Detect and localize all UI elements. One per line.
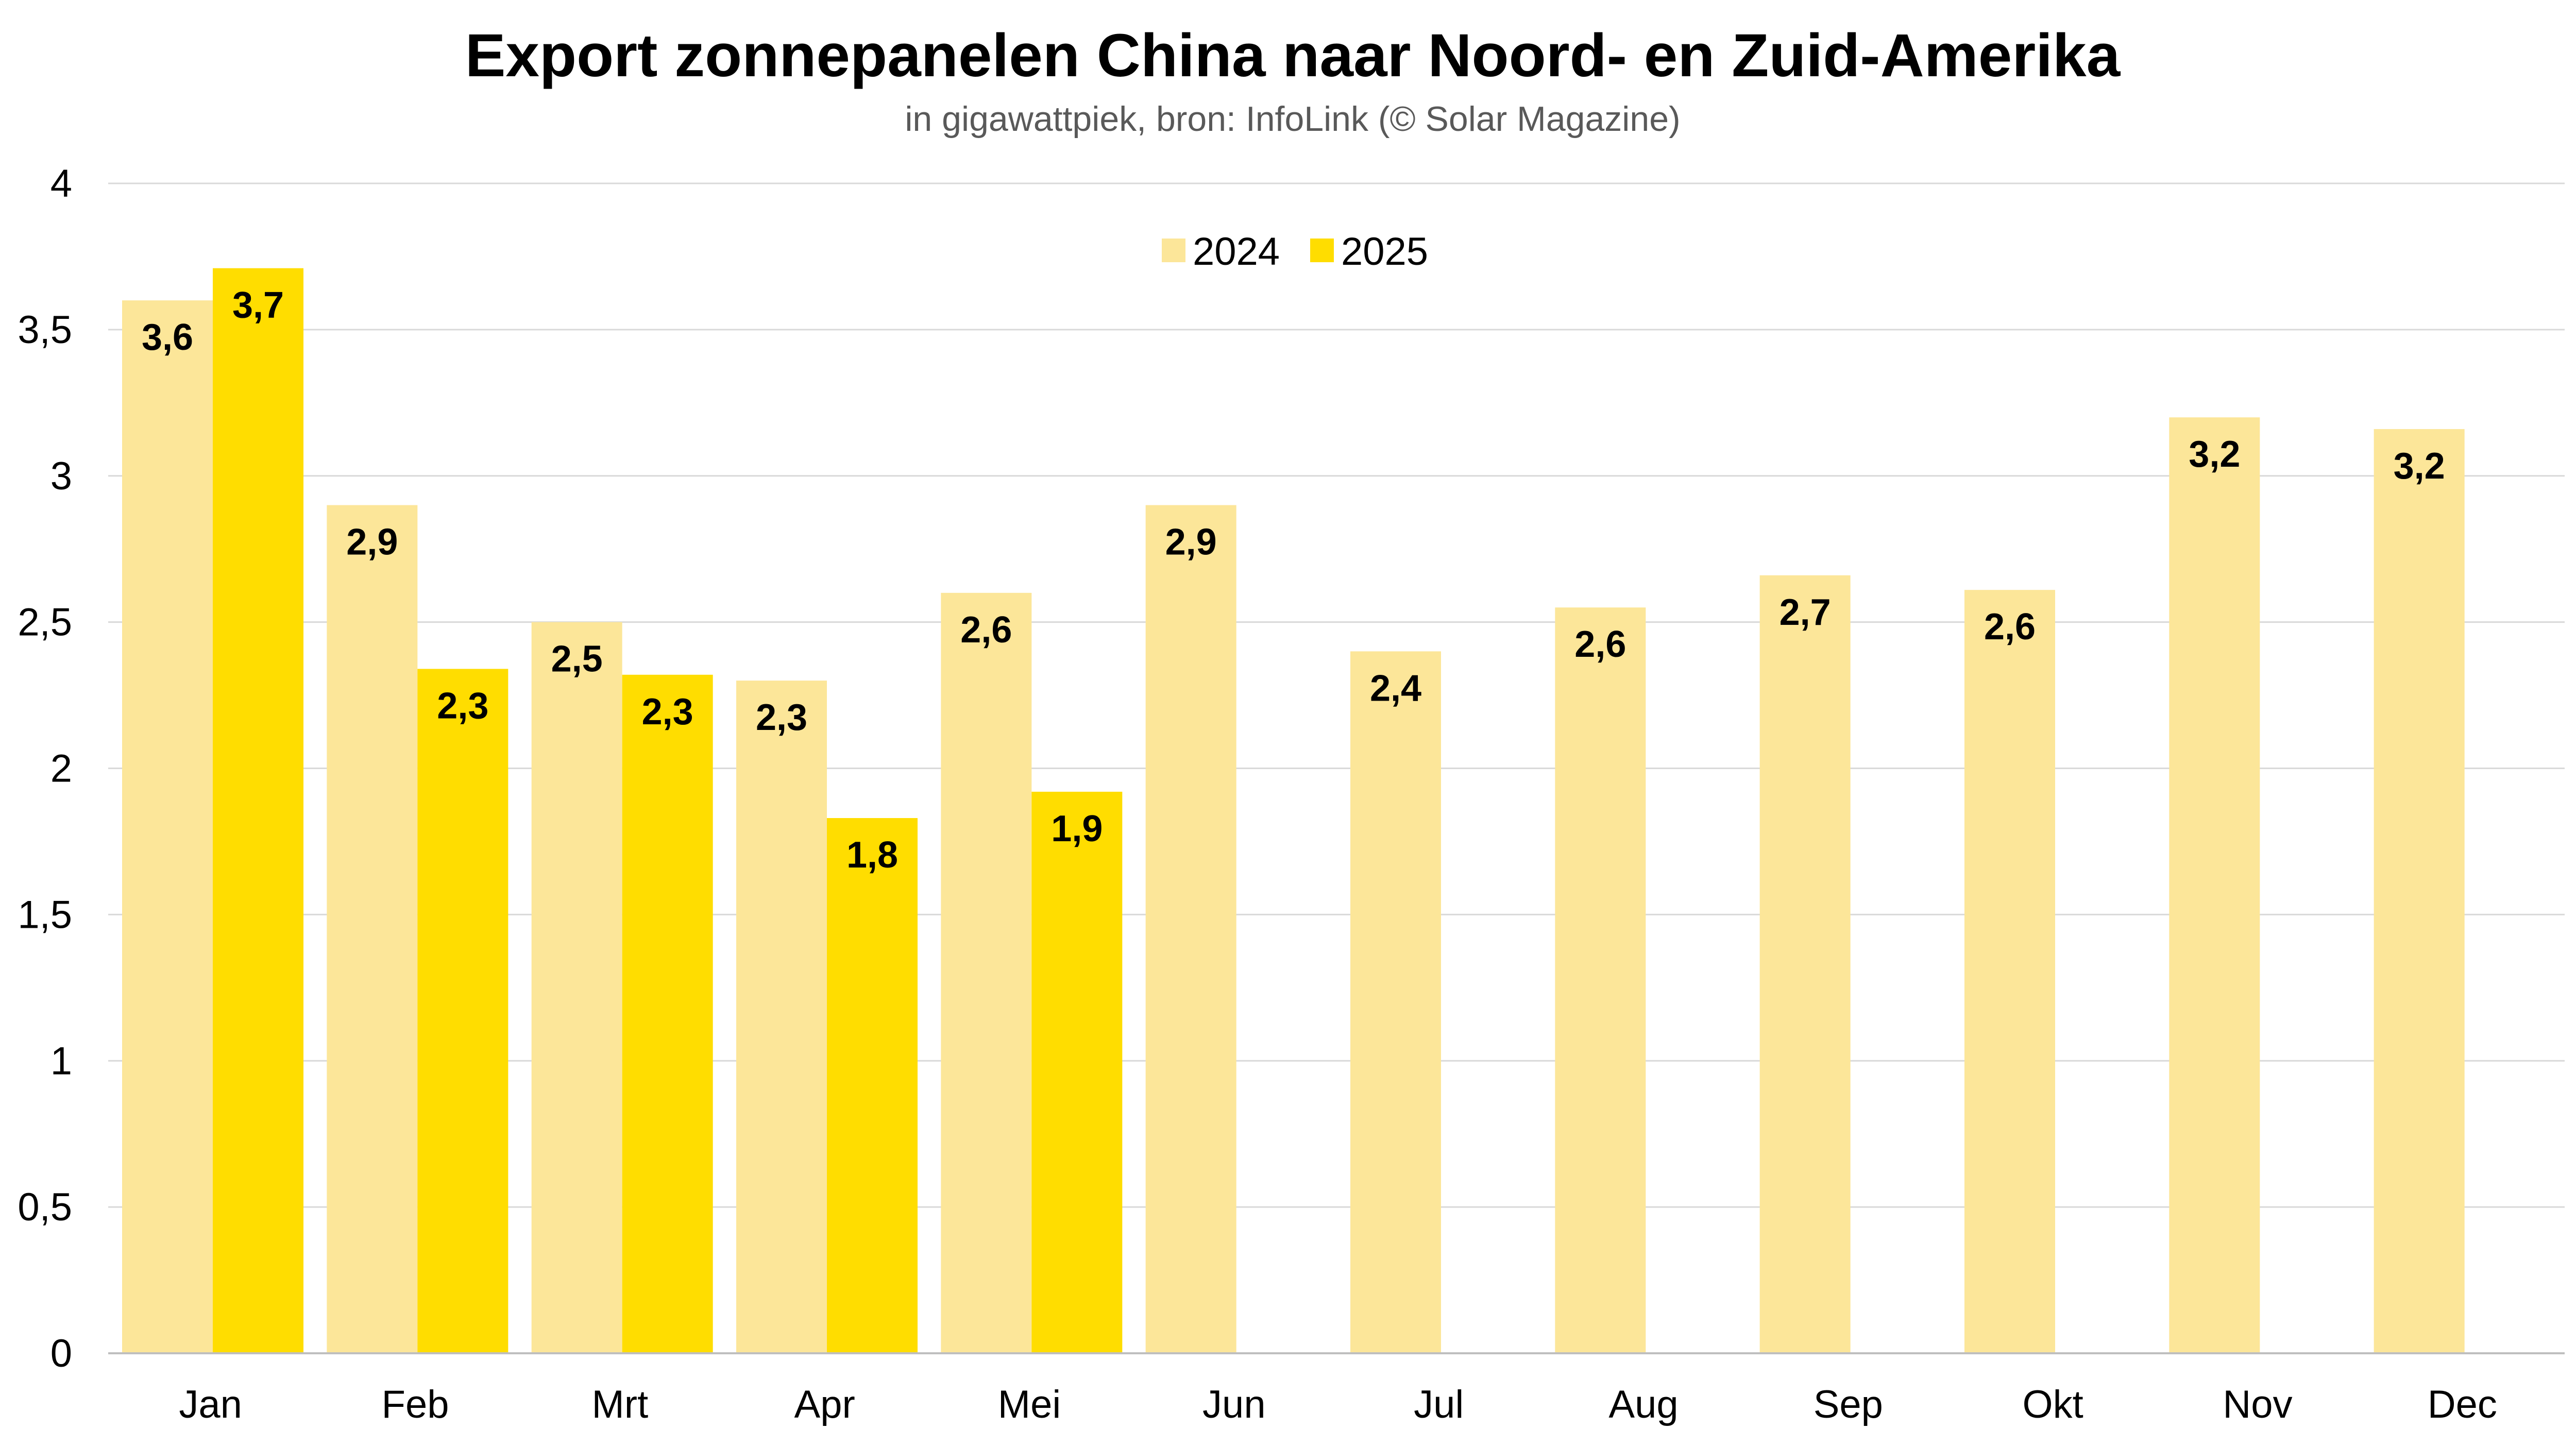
x-tick-label: Nov	[2223, 1383, 2292, 1426]
y-tick-label: 2	[50, 747, 72, 791]
data-label: 1,8	[846, 835, 898, 876]
bar-2024-mei	[941, 592, 1032, 1353]
y-tick-label: 4	[50, 162, 72, 206]
y-tick-label: 3,5	[18, 308, 72, 352]
data-label: 3,2	[2189, 434, 2240, 475]
legend-swatch-2024	[1162, 239, 1185, 262]
data-label: 3,6	[142, 317, 193, 358]
data-label: 3,2	[2394, 446, 2445, 487]
legend-label-2025: 2025	[1341, 230, 1428, 274]
bar-2025-mei	[1031, 791, 1123, 1353]
y-tick-label: 0	[50, 1332, 72, 1375]
data-label: 2,3	[437, 685, 488, 726]
y-tick-label: 1	[50, 1039, 72, 1083]
bar-2024-nov	[2169, 417, 2260, 1354]
data-label: 2,4	[1370, 668, 1421, 709]
data-label: 1,9	[1051, 808, 1103, 849]
x-tick-label: Mei	[998, 1383, 1061, 1426]
bar-2025-apr	[827, 818, 918, 1353]
x-tick-label: Aug	[1608, 1383, 1678, 1426]
bar-2024-feb	[327, 505, 418, 1353]
legend-swatch-2025	[1310, 239, 1334, 262]
data-label: 2,7	[1780, 592, 1831, 633]
data-label: 2,6	[1984, 606, 2036, 648]
data-label: 2,3	[642, 691, 693, 733]
data-label: 2,3	[756, 697, 807, 738]
x-axis: Jan Feb Mrt Apr Mei Jun Jul Aug Sep Okt Nov Dec	[108, 1352, 2565, 1426]
bar-2024-sep	[1759, 575, 1851, 1353]
data-labels: 3,6 3,7 2,9 2,3 2,5 2,3 2,3 1,8 2,6 1,9 2,9 2,4 2,6 2…	[142, 285, 2445, 876]
gridlines	[108, 182, 2565, 1208]
bar-2024-jun	[1145, 505, 1236, 1353]
data-label: 2,9	[1165, 522, 1217, 563]
x-tick-label: Mrt	[591, 1383, 648, 1426]
x-tick-label: Feb	[382, 1383, 449, 1426]
bar-2025-jan	[213, 268, 303, 1354]
legend: 2024 2025	[1162, 230, 1428, 274]
data-label: 2,6	[960, 609, 1012, 651]
data-label: 2,5	[551, 639, 603, 680]
y-tick-label: 1,5	[18, 893, 72, 937]
data-label: 3,7	[232, 285, 284, 326]
x-tick-label: Apr	[794, 1383, 855, 1426]
chart-subtitle: in gigawattpiek, bron: InfoLink (© Solar…	[905, 99, 1680, 139]
y-axis: 0 0,5 1 1,5 2 2,5 3 3,5 4	[18, 162, 72, 1375]
bar-2024-apr	[736, 681, 827, 1353]
data-label: 2,6	[1574, 624, 1626, 665]
y-tick-label: 3	[50, 454, 72, 498]
y-tick-label: 2,5	[18, 601, 72, 644]
x-tick-label: Dec	[2428, 1383, 2497, 1426]
x-tick-label: Sep	[1814, 1383, 1883, 1426]
bar-2025-mrt	[622, 674, 713, 1353]
y-tick-label: 0,5	[18, 1185, 72, 1229]
bar-2024-okt	[1964, 590, 2055, 1353]
chart-title: Export zonnepanelen China naar Noord- en…	[465, 22, 2121, 90]
bar-2024-jan	[122, 300, 213, 1353]
x-tick-label: Okt	[2023, 1383, 2083, 1426]
bar-2024-aug	[1555, 607, 1646, 1353]
x-tick-label: Jun	[1202, 1383, 1266, 1426]
bars	[122, 268, 2465, 1354]
legend-label-2024: 2024	[1193, 230, 1280, 274]
bar-2024-mrt	[531, 622, 622, 1353]
x-tick-label: Jan	[179, 1383, 242, 1426]
bar-2025-feb	[417, 669, 509, 1353]
bar-2024-jul	[1350, 651, 1441, 1353]
x-tick-label: Jul	[1414, 1383, 1464, 1426]
data-label: 2,9	[346, 522, 398, 563]
bar-2024-dec	[2374, 429, 2465, 1354]
